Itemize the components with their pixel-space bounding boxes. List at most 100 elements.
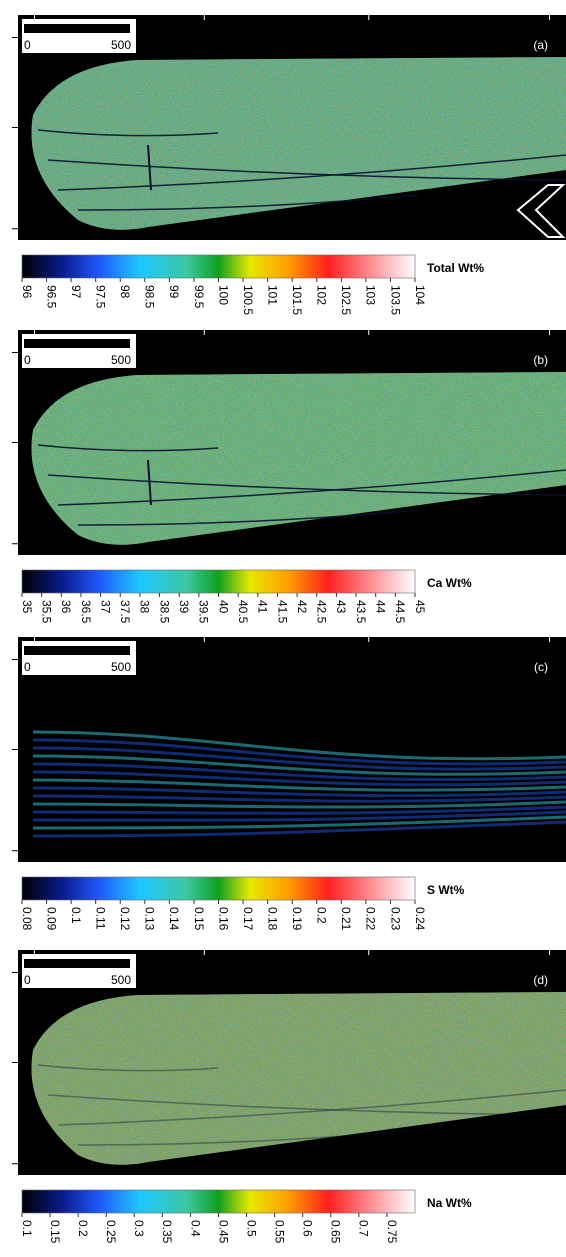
- colorbar-tick-label: 40: [216, 600, 230, 614]
- colorbar-tick-label: 0.4: [188, 1220, 202, 1237]
- colorbar-tick-label: 103: [364, 285, 378, 305]
- crack: [37, 444, 219, 452]
- colorbar-tick-label: 0.35: [160, 1220, 174, 1244]
- colorbar-tick-label: 104: [413, 285, 427, 305]
- colorbar-tick-label: 0.65: [329, 1220, 343, 1244]
- crack: [57, 1089, 566, 1126]
- colorbar-tick-label: 0.2: [315, 907, 329, 924]
- scale-end: 500: [111, 973, 131, 987]
- colorbar-tick-label: 43.5: [354, 600, 368, 624]
- sulfur-band: [32, 762, 566, 782]
- colorbar-tick-label: 0.75: [385, 1220, 399, 1244]
- colorbar-tick-label: 0.16: [216, 907, 230, 931]
- colorbar-tick-label: 0.24: [413, 907, 427, 931]
- colorbar-tick-label: 0.14: [167, 907, 181, 931]
- colorbar-tick-label: 101.5: [290, 285, 304, 315]
- crack: [77, 509, 419, 526]
- scale-end: 500: [111, 660, 131, 674]
- colorbar-label: Ca Wt%: [427, 576, 472, 590]
- colorbar-tick-label: 42.5: [315, 600, 329, 624]
- colorbar-tick-label: 38: [138, 600, 152, 614]
- crack: [77, 1129, 419, 1146]
- colorbar-tick-label: 38.5: [157, 600, 171, 624]
- colorbar-tick-label: 98: [118, 285, 132, 299]
- colorbar: [21, 569, 416, 594]
- colorbar-tick-label: 99: [167, 285, 181, 299]
- crack: [37, 129, 219, 137]
- sulfur-band: [32, 746, 566, 771]
- colorbar-tick-label: 40.5: [236, 600, 250, 624]
- colorbar-tick-label: 0.1: [69, 907, 83, 924]
- colorbar-tick-label: 0.5: [244, 1220, 258, 1237]
- sample-map: [31, 372, 566, 545]
- colorbar-tick-label: 0.11: [94, 907, 108, 930]
- scale-start: 0: [24, 660, 31, 674]
- colorbar-tick-label: 45: [413, 600, 427, 614]
- sulfur-band: [32, 815, 566, 830]
- colorbar-tick-label: 0.21: [339, 907, 353, 931]
- colorbar-tick-label: 100.5: [241, 285, 255, 315]
- sulfur-band: [32, 794, 566, 803]
- chevron-icon: [516, 184, 566, 238]
- sample-map: [31, 992, 566, 1165]
- colorbar-tick-label: 42: [295, 600, 309, 614]
- crack: [47, 474, 566, 496]
- sulfur-band: [32, 810, 566, 822]
- colorbar-tick-label: 96.5: [44, 285, 58, 309]
- colorbar-tick-label: 0.13: [143, 907, 157, 931]
- colorbar-tick-label: 0.1: [20, 1220, 34, 1237]
- colorbar-tick-label: 44.5: [393, 600, 407, 624]
- colorbar-tick-label: 100: [216, 285, 230, 305]
- colorbar-tick-label: 0.08: [20, 907, 34, 931]
- scale-bar: [24, 959, 130, 968]
- colorbar-tick-label: 0.09: [44, 907, 58, 931]
- colorbar: [21, 1189, 416, 1214]
- scale-end: 500: [111, 38, 131, 52]
- crack: [77, 194, 419, 211]
- sulfur-band: [32, 754, 566, 776]
- sulfur-band: [32, 778, 566, 792]
- colorbar-tick-label: 97: [69, 285, 83, 299]
- colorbar-tick-label: 99.5: [192, 285, 206, 309]
- colorbar-tick-label: 102: [315, 285, 329, 305]
- scale-bar: [24, 24, 130, 33]
- sulfur-band: [32, 786, 566, 798]
- colorbar-tick-label: 102.5: [339, 285, 353, 315]
- panel-label: (d): [533, 973, 548, 987]
- colorbar-tick-label: 0.18: [265, 907, 279, 931]
- colorbar-tick-label: 37: [98, 600, 112, 614]
- scale-bar: [24, 646, 130, 655]
- colorbar-tick-label: 44: [374, 600, 388, 614]
- colorbar-tick-label: 98.5: [143, 285, 157, 309]
- colorbar-tick-label: 0.22: [364, 907, 378, 931]
- colorbar-tick-label: 97.5: [94, 285, 108, 309]
- sulfur-band: [32, 738, 566, 766]
- crack: [47, 159, 566, 181]
- colorbar-tick-label: 35: [20, 600, 34, 614]
- colorbar-tick-label: 39.5: [197, 600, 211, 624]
- colorbar-tick-label: 39: [177, 600, 191, 614]
- colorbar-tick-label: 0.3: [132, 1220, 146, 1237]
- colorbar-label: Na Wt%: [427, 1196, 472, 1210]
- colorbar-tick-label: 0.25: [104, 1220, 118, 1244]
- colorbar-tick-label: 0.15: [48, 1220, 62, 1244]
- colorbar: [21, 876, 416, 901]
- sulfur-band: [32, 770, 566, 787]
- colorbar-tick-label: 103.5: [388, 285, 402, 315]
- colorbar-tick-label: 43: [334, 600, 348, 614]
- colorbar-tick-label: 101: [265, 285, 279, 305]
- colorbar-tick-label: 41: [256, 600, 270, 614]
- colorbar-label: Total Wt%: [427, 261, 484, 275]
- colorbar: [21, 254, 416, 279]
- colorbar-tick-label: 0.23: [388, 907, 402, 931]
- colorbar-label: S Wt%: [427, 883, 465, 897]
- sulfur-band: [32, 820, 566, 838]
- crack: [147, 144, 152, 191]
- crack: [37, 1064, 219, 1072]
- colorbar-tick-label: 36.5: [79, 600, 93, 624]
- crack: [47, 1094, 566, 1116]
- colorbar-tick-label: 0.6: [301, 1220, 315, 1237]
- scale-start: 0: [24, 353, 31, 367]
- colorbar-tick-label: 37.5: [118, 600, 132, 624]
